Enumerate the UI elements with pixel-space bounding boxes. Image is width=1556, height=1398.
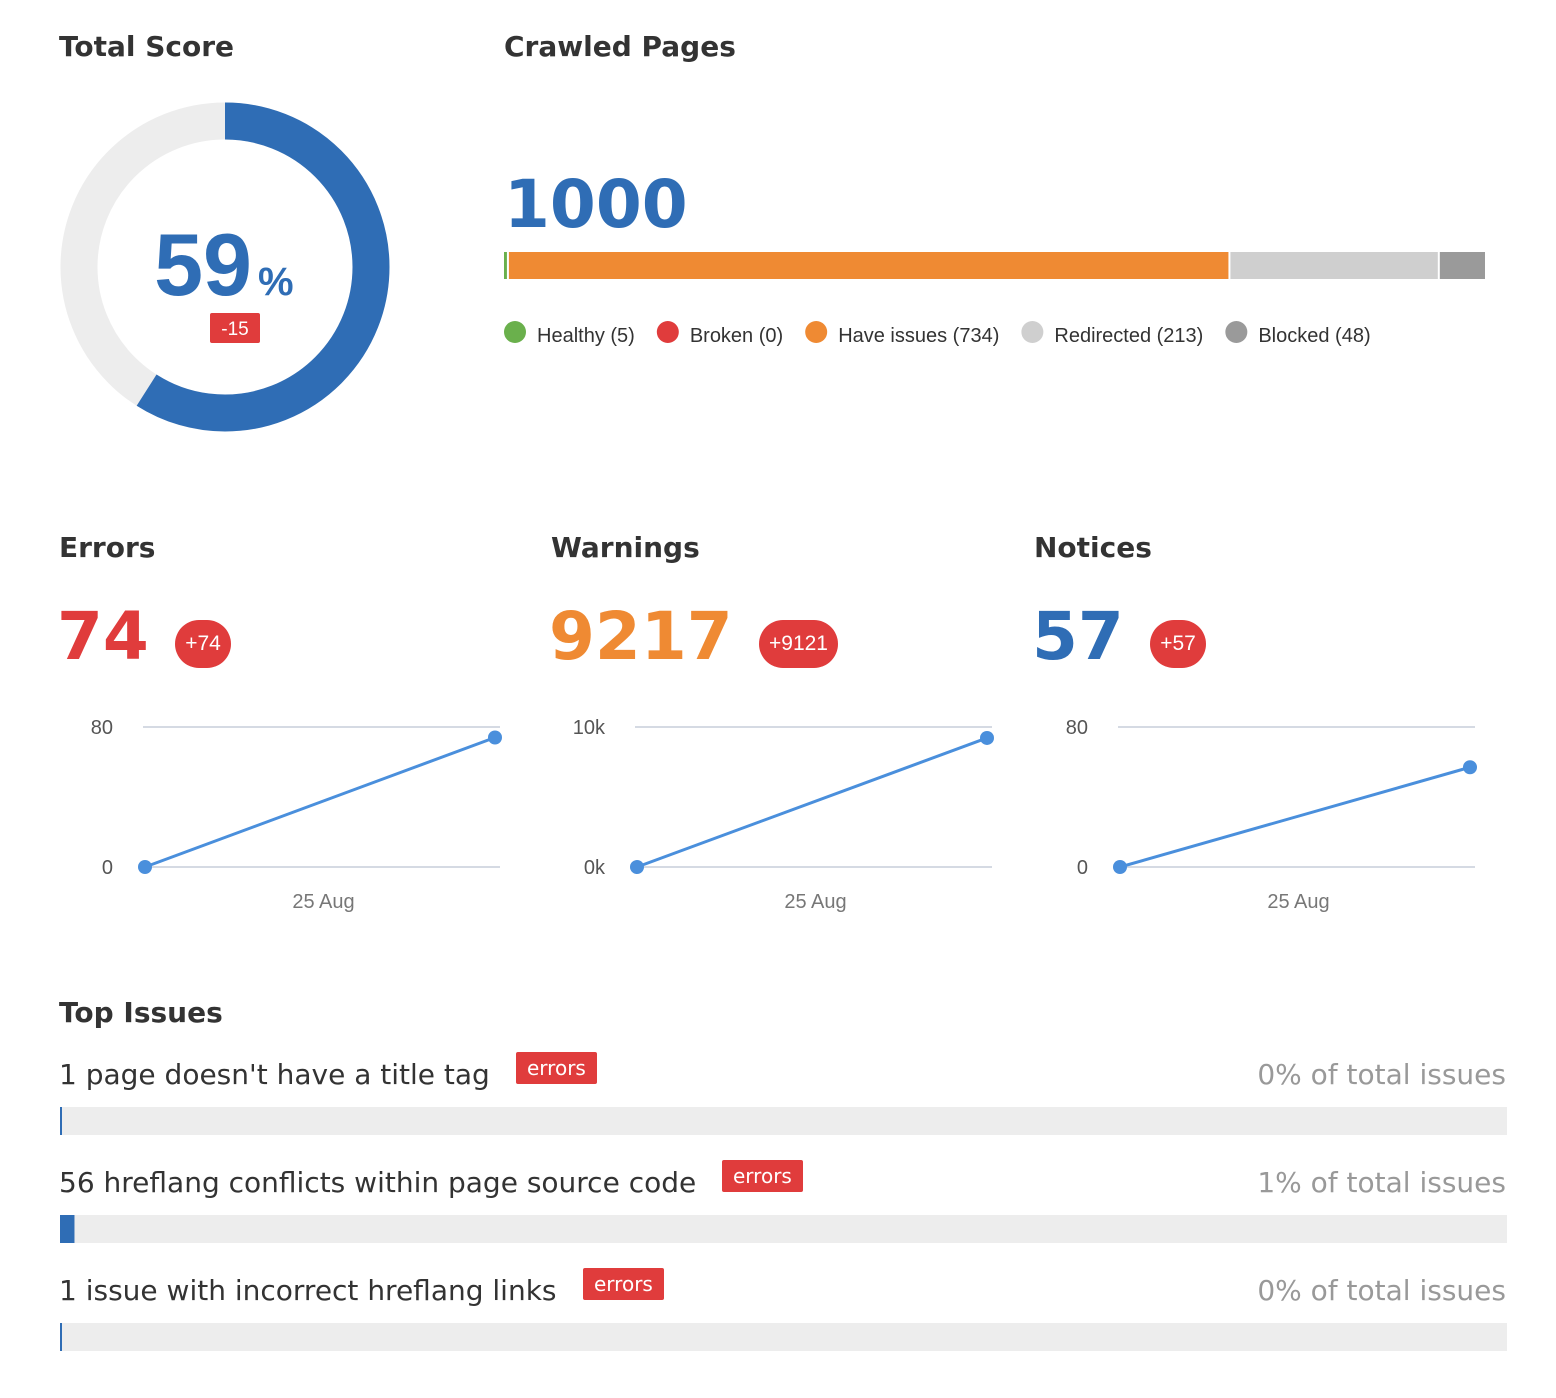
- score-change-badge: [210, 313, 260, 343]
- issue-text: 56 hreflang conflicts within page source…: [59, 1166, 697, 1199]
- series-point: [1463, 760, 1477, 775]
- score-unit: %: [258, 260, 294, 304]
- issue-track: [60, 1215, 1507, 1243]
- section-title: Crawled Pages: [504, 30, 736, 63]
- x-tick-label: 25 Aug: [784, 891, 846, 913]
- legend-dot: [656, 321, 679, 343]
- x-tick-label: 25 Aug: [1267, 891, 1329, 913]
- legend-dot: [1225, 321, 1248, 343]
- issue-tag: errors: [583, 1268, 664, 1300]
- issue-tag: errors: [516, 1052, 597, 1084]
- panel-title: Errors: [59, 531, 156, 564]
- y-tick-label: 80: [1066, 717, 1088, 739]
- series-line: [636, 736, 988, 869]
- y-tick-label: 80: [91, 717, 113, 739]
- issue-text: 1 page doesn't have a title tag: [59, 1058, 490, 1091]
- legend-label: Healthy (5): [537, 325, 635, 347]
- crawled-segment: [508, 252, 1229, 279]
- section-title: Top Issues: [59, 996, 223, 1029]
- panel-value: 9217: [549, 598, 733, 675]
- y-tick-label: 0: [1077, 857, 1088, 879]
- panel-title: Notices: [1034, 531, 1152, 564]
- y-tick-label: 10k: [573, 717, 606, 739]
- series-point: [980, 730, 994, 745]
- x-tick-label: 25 Aug: [292, 891, 354, 913]
- change-badge: +57: [1150, 620, 1206, 668]
- issue-share: 0% of total issues: [1257, 1274, 1506, 1307]
- crawled-segment: [1439, 252, 1485, 279]
- series-point: [138, 860, 152, 874]
- legend-label: Have issues (734): [838, 325, 999, 347]
- y-tick-label: 0: [102, 857, 113, 879]
- legend-label: Redirected (213): [1054, 325, 1203, 347]
- issue-track: [60, 1323, 1507, 1351]
- issue-share: 1% of total issues: [1257, 1166, 1506, 1199]
- donut-arc: [60, 102, 390, 432]
- score-change: -15: [221, 319, 248, 340]
- issue-bar: [60, 1215, 75, 1243]
- issue-track: [60, 1107, 1507, 1135]
- series-point: [630, 860, 644, 874]
- change-badge: +9121: [759, 620, 838, 668]
- panel-value: 74: [57, 598, 149, 675]
- series-line: [1119, 765, 1471, 869]
- score-value: 59: [154, 215, 252, 314]
- legend-dot: [1021, 321, 1044, 343]
- series-point: [488, 730, 502, 745]
- change-badge: +74: [175, 620, 231, 668]
- y-tick-label: 0k: [584, 857, 606, 879]
- issue-tag: errors: [722, 1160, 803, 1192]
- legend-dot: [504, 321, 526, 343]
- issue-bar: [60, 1107, 62, 1135]
- crawled-segment: [1230, 252, 1438, 279]
- legend-dot: [805, 321, 828, 343]
- issue-text: 1 issue with incorrect hreflang links: [59, 1274, 557, 1307]
- crawled-total: 1000: [504, 166, 688, 243]
- series-point: [1113, 860, 1127, 874]
- series-line: [144, 736, 496, 869]
- section-title: Total Score: [59, 30, 235, 63]
- panel-value: 57: [1032, 598, 1124, 675]
- issue-share: 0% of total issues: [1257, 1058, 1506, 1091]
- legend-label: Blocked (48): [1258, 325, 1370, 347]
- legend-label: Broken (0): [690, 325, 783, 347]
- panel-title: Warnings: [551, 531, 700, 564]
- crawled-segment: [504, 252, 507, 279]
- issue-bar: [60, 1323, 62, 1351]
